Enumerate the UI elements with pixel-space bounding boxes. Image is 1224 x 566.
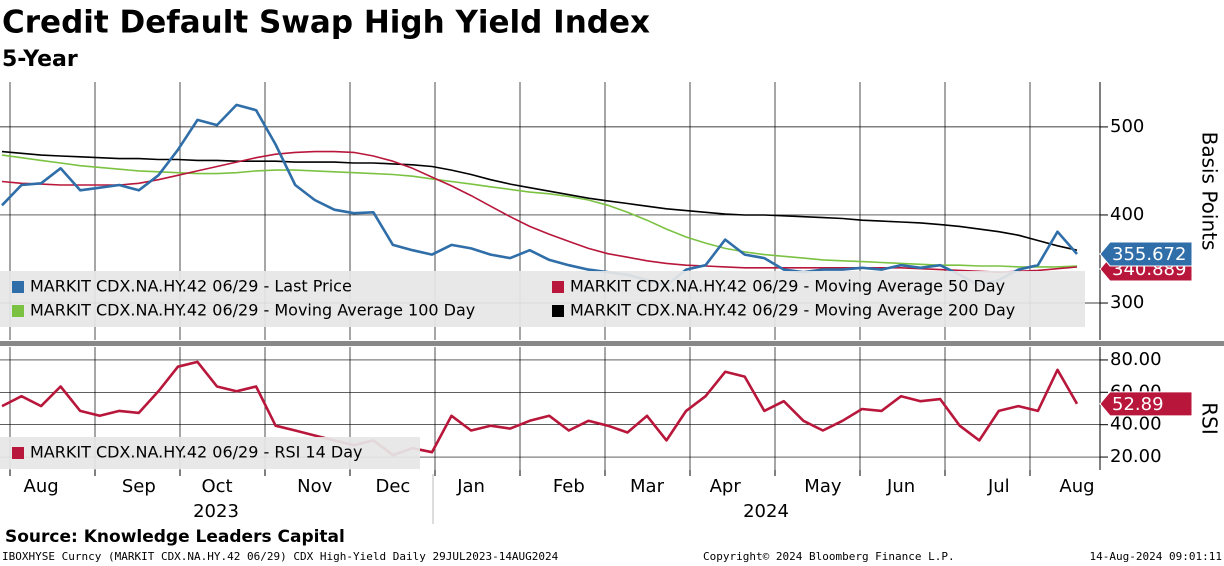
footer-left: IBOXHYSE Curncy (MARKIT CDX.NA.HY.42 06/… [2,550,559,563]
series-line [1,154,1078,268]
x-tick-label: Sep [122,476,156,497]
source: Source: Knowledge Leaders Capital [5,527,345,547]
y-tick-label: 400 [1110,204,1144,225]
footer-right: 14-Aug-2024 09:01:11 [1090,550,1222,563]
legend-label: MARKIT CDX.NA.HY.42 06/29 - Moving Avera… [570,277,1005,296]
x-tick-label: Mar [630,476,665,497]
y-axis-label: RSI [1198,402,1222,435]
legend-label: MARKIT CDX.NA.HY.42 06/29 - Moving Avera… [30,301,475,320]
value-tag-label: 52.89 [1112,394,1164,415]
x-tick-label: Jul [987,476,1010,497]
series-line [1,150,1078,251]
legend-label: MARKIT CDX.NA.HY.42 06/29 - RSI 14 Day [30,443,362,462]
series-line [1,150,1078,273]
legend-swatch [12,305,24,317]
x-tick-label: Aug [24,476,59,497]
x-tick-label: Nov [297,476,332,497]
legend-box [0,437,420,469]
y-tick-label: 20.00 [1110,446,1162,467]
y-axis-label: Basis Points [1198,132,1222,251]
legend-label: MARKIT CDX.NA.HY.42 06/29 - Last Price [30,277,352,296]
x-group-label: 2023 [193,501,239,522]
x-tick-label: Jan [456,476,485,497]
legend-swatch [552,281,564,293]
legend-box [0,271,1085,327]
value-tag [1099,241,1193,267]
x-tick-label: Jun [886,476,915,497]
x-tick-label: Feb [553,476,585,497]
y-tick-label: 300 [1110,292,1144,313]
chart-subtitle: 5-Year [2,47,78,72]
legend-swatch [12,281,24,293]
series-line [1,360,1079,457]
series-line [1,103,1078,287]
x-tick-label: Dec [375,476,410,497]
legend-swatch [12,447,24,459]
x-tick-label: Aug [1059,476,1094,497]
x-tick-label: Oct [201,476,232,497]
chart-title: Credit Default Swap High Yield Index [2,5,650,41]
y-tick-label: 500 [1110,116,1144,137]
x-tick-label: May [804,476,842,497]
footer-center: Copyright© 2024 Bloomberg Finance L.P. [703,550,955,563]
y-tick-label: 80.00 [1110,349,1162,370]
y-tick-label: 40.00 [1110,414,1162,435]
x-tick-label: Apr [710,476,742,497]
value-tag-label: 355.672 [1112,244,1186,265]
panel-divider [0,341,1224,346]
x-group-label: 2024 [743,501,789,522]
legend-swatch [552,305,564,317]
value-tag [1099,391,1193,417]
legend-label: MARKIT CDX.NA.HY.42 06/29 - Moving Avera… [570,301,1015,320]
